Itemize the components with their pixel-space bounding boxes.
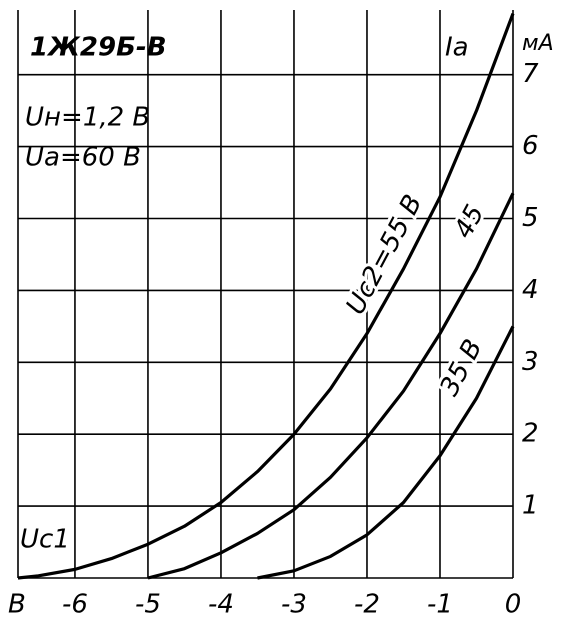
y-tick-label: 7 (522, 59, 539, 89)
annotation: Uн=1,2 В (25, 103, 150, 133)
x-tick-label: -2 (354, 590, 380, 620)
x-label: Uc1 (20, 525, 70, 555)
x-tick-label: -6 (62, 590, 88, 620)
y-unit: мА (522, 31, 554, 56)
x-tick-label: -3 (281, 590, 307, 620)
y-tick-label: 3 (522, 347, 539, 377)
y-label: Iа (445, 33, 469, 63)
curve (17, 13, 515, 580)
y-tick-label: 6 (522, 131, 539, 161)
curve (147, 192, 515, 580)
y-tick-label: 5 (522, 203, 539, 233)
y-tick-label: 2 (522, 419, 539, 449)
x-tick-label: 0 (505, 590, 522, 620)
x-unit: В (8, 590, 26, 620)
annotation: Uа=60 В (25, 143, 141, 173)
x-tick-label: -4 (208, 590, 234, 620)
y-tick-label: 1 (522, 491, 539, 521)
curve (257, 325, 515, 580)
x-tick-label: -5 (135, 590, 161, 620)
x-tick-label: -1 (427, 590, 453, 620)
y-tick-label: 4 (522, 275, 539, 305)
chart-title: 1Ж29Б-В (30, 33, 167, 63)
series-label: 45 (449, 200, 491, 243)
